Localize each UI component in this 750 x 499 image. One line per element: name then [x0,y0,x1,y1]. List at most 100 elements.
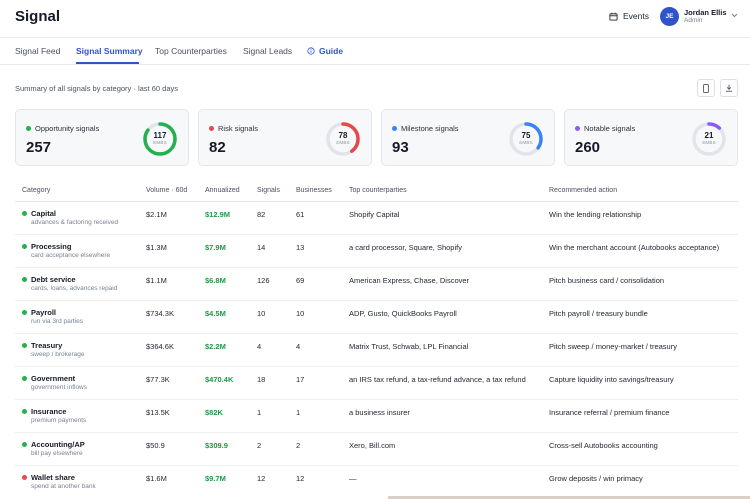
donut-ring [692,122,726,156]
status-dot [392,126,397,131]
category-subtitle: sweep / brokerage [31,351,85,358]
signals-cell: 82 [257,210,266,219]
counterparties-cell: a business insurer [349,408,410,417]
category-subtitle: advances & factoring received [31,219,119,226]
table-row[interactable]: Treasury sweep / brokerage $364.6K $2.2M… [15,334,738,367]
ring-unit: SMBS [336,140,350,145]
events-button[interactable]: Events [609,11,649,21]
events-label: Events [623,11,649,21]
ring-progress [692,122,726,156]
annualized-cell: $6.8M [205,276,226,285]
col-header-annualized[interactable]: Annualized [205,187,240,194]
category-name[interactable]: Wallet share [31,473,75,482]
summary-text: Summary of all signals by category · las… [15,84,178,93]
card-label-row: Risk signals [209,124,258,133]
col-header-category[interactable]: Category [22,187,51,194]
category-subtitle: government inflows [31,384,87,391]
opportunity-signals-card[interactable]: Opportunity signals 257 117 SMBS [15,109,189,166]
businesses-cell: 10 [296,309,305,318]
category-dot [22,277,27,282]
counterparties-cell: a card processor, Square, Shopify [349,243,462,252]
category-name[interactable]: Capital [31,209,57,218]
card-label: Notable signals [584,124,636,133]
annualized-cell: $7.9M [205,243,226,252]
mobile-view-button[interactable] [697,79,715,97]
status-dot [26,126,31,131]
signals-cell: 18 [257,375,266,384]
download-button[interactable] [720,79,738,97]
milestone-signals-card[interactable]: Milestone signals 93 75 SMBS [381,109,555,166]
notable-signals-card[interactable]: Notable signals 260 21 SMBS [564,109,738,166]
volume-cell: $1.1M [146,276,167,285]
col-header-businesses[interactable]: Businesses [296,187,332,194]
volume-cell: $1.3M [146,243,167,252]
action-cell: Insurance referral / premium finance [549,408,670,417]
donut-ring [509,122,543,156]
category-name[interactable]: Insurance [31,407,67,416]
chevron-down-icon[interactable] [731,13,738,18]
counterparties-cell: Shopify Capital [349,210,400,219]
category-name[interactable]: Debt service [31,275,76,284]
card-value: 93 [392,139,409,156]
app-header: Signal Events JE Jordan Ellis Admin [0,0,750,38]
col-header-signals[interactable]: Signals [257,187,280,194]
card-label: Opportunity signals [35,124,100,133]
volume-cell: $364.6K [146,342,174,351]
ring-unit: SMBS [153,140,167,145]
action-cell: Win the merchant account (Autobooks acce… [549,243,720,252]
counterparties-cell: Matrix Trust, Schwab, LPL Financial [349,342,469,351]
action-cell: Win the lending relationship [549,210,642,219]
volume-cell: $50.9 [146,441,165,450]
signals-cell: 10 [257,309,266,318]
table-row[interactable]: Payroll run via 3rd parties $734.3K $4.5… [15,301,738,334]
action-cell: Pitch payroll / treasury bundle [549,309,648,318]
tab-signal-feed[interactable]: Signal Feed [15,46,61,56]
category-dot [22,409,27,414]
col-header-counterparties[interactable]: Top counterparties [349,187,407,194]
annualized-cell: $309.9 [205,441,228,450]
category-name[interactable]: Payroll [31,308,57,317]
avatar[interactable]: JE [660,7,679,26]
businesses-cell: 2 [296,441,301,450]
table-row[interactable]: Debt service cards, loans, advances repa… [15,268,738,301]
volume-cell: $2.1M [146,210,167,219]
action-cell: Cross-sell Autobooks accounting [549,441,658,450]
user-name[interactable]: Jordan Ellis [684,8,727,17]
ring-value: 117 [153,131,167,140]
table-row[interactable]: Wallet share spend at another bank $1.6M… [15,466,738,499]
table-row[interactable]: Accounting/AP bill pay elsewhere $50.9 $… [15,433,738,466]
tab-top-counterparties[interactable]: Top Counterparties [155,46,227,56]
col-header-action[interactable]: Recommended action [549,187,618,194]
calendar-icon [609,12,618,21]
volume-cell: $1.6M [146,474,167,483]
counterparties-cell: an IRS tax refund, a tax-refund advance,… [349,375,526,384]
table-row[interactable]: Capital advances & factoring received $2… [15,202,738,235]
tab-guide-label: Guide [319,46,344,56]
active-tab-indicator [76,62,139,64]
status-dot [575,126,580,131]
category-name[interactable]: Accounting/AP [31,440,85,449]
tab-signal-leads[interactable]: Signal Leads [243,46,293,56]
ring-unit: SMBS [702,140,716,145]
card-label-row: Milestone signals [392,124,459,133]
table-row[interactable]: Government government inflows $77.3K $47… [15,367,738,400]
col-header-volume[interactable]: Volume · 60d [146,187,188,194]
risk-signals-card[interactable]: Risk signals 82 78 SMBS [198,109,372,166]
tab-guide[interactable]: Guide [307,46,343,56]
user-role: Admin [684,17,703,24]
category-name[interactable]: Processing [31,242,72,251]
category-subtitle: card acceptance elsewhere [31,252,111,259]
counterparties-cell: American Express, Chase, Discover [349,276,470,285]
businesses-cell: 13 [296,243,305,252]
volume-cell: $13.5K [146,408,170,417]
tab-signal-summary[interactable]: Signal Summary [76,46,143,56]
donut-ring [326,122,360,156]
category-name[interactable]: Government [31,374,76,383]
ring-value: 75 [521,131,531,140]
table-row[interactable]: Insurance premium payments $13.5K $82K 1… [15,400,738,433]
donut-ring [143,122,177,156]
phone-icon [703,83,709,93]
table-row[interactable]: Processing card acceptance elsewhere $1.… [15,235,738,268]
category-name[interactable]: Treasury [31,341,63,350]
counterparties-cell: — [349,474,357,483]
